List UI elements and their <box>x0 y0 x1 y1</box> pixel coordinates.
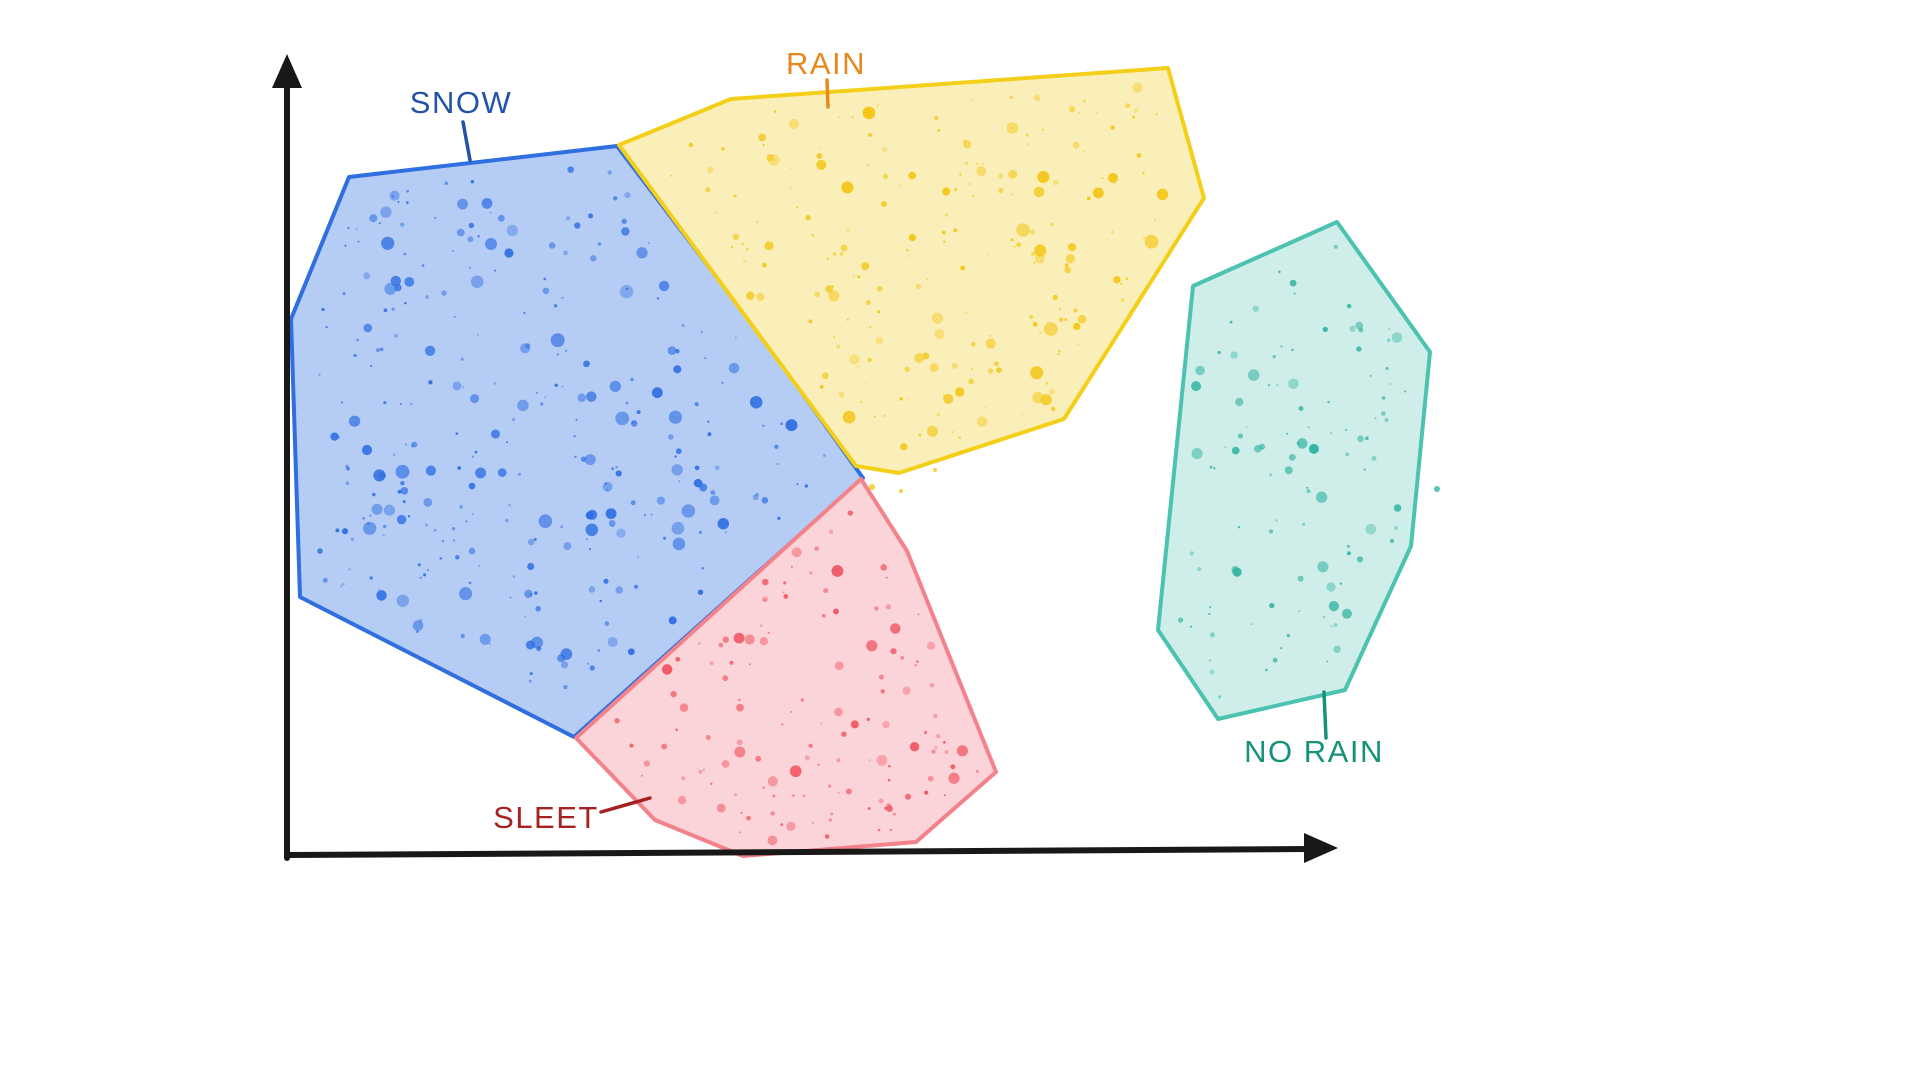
no-rain-leader-line <box>1322 690 1328 740</box>
snow-leader-line <box>461 120 472 162</box>
cluster-label-sleet: SLEET <box>493 800 599 835</box>
cluster-dots-snow <box>317 166 827 690</box>
y-axis-arrowhead <box>272 54 302 88</box>
cluster-label-rain: RAIN <box>785 46 867 81</box>
cluster-region-rain <box>617 66 1206 475</box>
rain-leader-line <box>825 78 830 109</box>
x-axis-arrowhead <box>1304 833 1338 863</box>
sleet-leader-line <box>599 796 652 814</box>
y-axis <box>272 54 302 861</box>
cluster-region-no-rain <box>1156 220 1432 721</box>
cluster-dots-no-rain <box>1177 244 1440 699</box>
cluster-dots-sleet <box>614 510 979 846</box>
x-axis <box>284 833 1338 863</box>
cluster-dots-rain <box>669 82 1169 493</box>
cluster-label-snow: SNOW <box>409 85 513 120</box>
cluster-label-norain: NO RAIN <box>1244 734 1384 769</box>
